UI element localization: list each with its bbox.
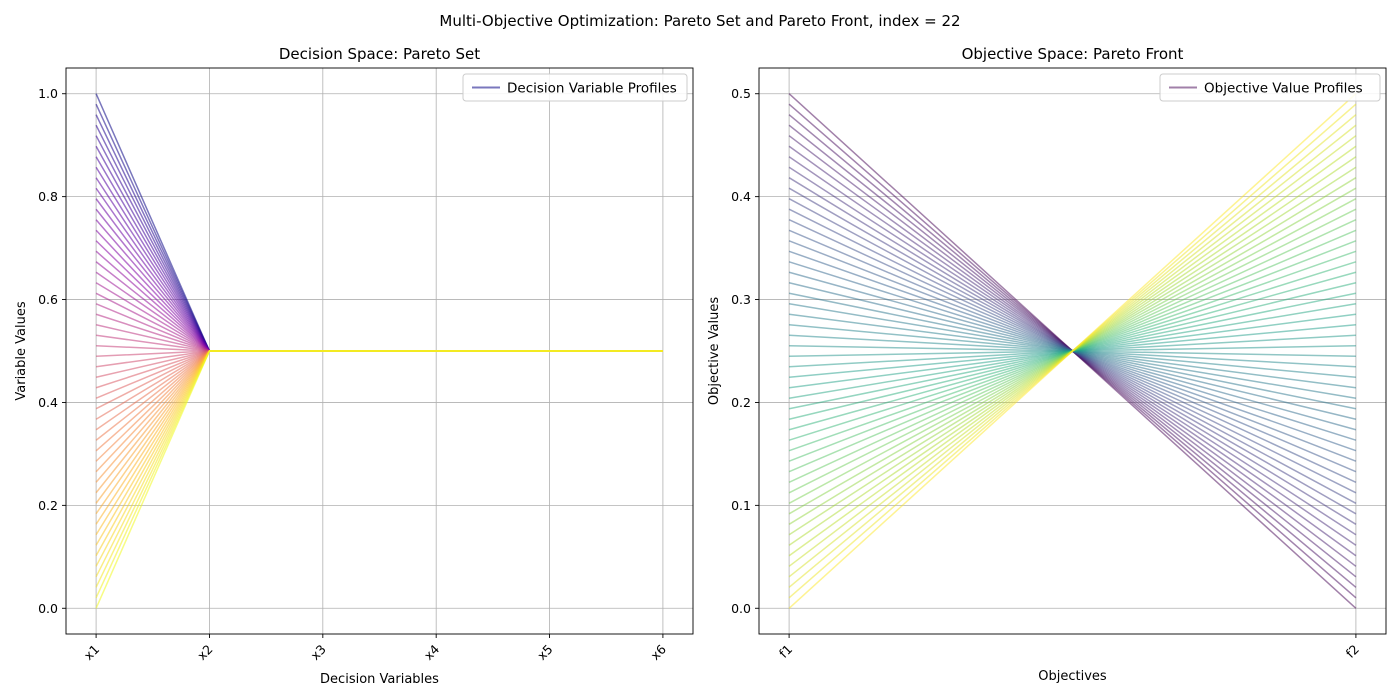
decision-space-panel: 0.0 0.2 0.4 0.6 0.8 1.0 x1 x2 x3 x4 x5 x6 Decision S…	[14, 45, 694, 687]
y-tick-label: 0.2	[38, 498, 58, 513]
profile-line	[95, 350, 663, 609]
axes-frame	[65, 67, 694, 635]
profile-line	[95, 350, 663, 368]
x-axis-label: Objectives	[1038, 669, 1107, 684]
y-tick-label: 0.2	[731, 395, 751, 410]
x-tick-label: x5	[534, 642, 555, 663]
x-tick-label: f1	[776, 642, 795, 661]
x-tick-label: x6	[648, 641, 669, 662]
legend-box	[462, 73, 688, 102]
profile-line	[95, 334, 663, 352]
profile-line	[95, 177, 663, 352]
y-tick-label: 0.3	[731, 292, 751, 307]
x-axis-label: Decision Variables	[320, 672, 439, 687]
legend: Objective Value Profiles	[1159, 73, 1381, 102]
y-axis-label: Variable Values	[14, 301, 29, 400]
profile-lines	[788, 93, 1357, 609]
y-tick-label: 0.5	[731, 86, 751, 101]
x-tick-label: x2	[194, 642, 215, 663]
x-tick-label: f2	[1343, 642, 1362, 661]
y-axis-label: Objective Values	[707, 297, 722, 405]
legend-box	[1159, 73, 1381, 102]
y-tick-label: 0.0	[38, 601, 58, 616]
y-tick-label: 0.4	[731, 189, 751, 204]
axes-title: Objective Space: Pareto Front	[962, 45, 1184, 63]
x-tick-label: x3	[307, 642, 328, 663]
y-tick-label: 1.0	[38, 86, 58, 101]
y-tick-label: 0.0	[731, 601, 751, 616]
objective-space-panel: 0.0 0.1 0.2 0.3 0.4 0.5 f1 f2 Objective Space: P…	[707, 45, 1387, 684]
y-tick-label: 0.4	[38, 395, 58, 410]
profile-lines	[95, 93, 663, 609]
profile-line	[95, 350, 663, 494]
y-tick-label: 0.8	[38, 189, 58, 204]
x-tick-label: x1	[81, 642, 102, 663]
x-tick-label: x4	[421, 641, 442, 662]
legend-label: Objective Value Profiles	[1204, 81, 1363, 97]
y-tick-label: 0.6	[38, 292, 58, 307]
legend-label: Decision Variable Profiles	[507, 81, 677, 97]
axes-title: Decision Space: Pareto Set	[279, 45, 480, 63]
y-tick-label: 0.1	[731, 498, 751, 513]
figure-suptitle: Multi-Objective Optimization: Pareto Set…	[439, 12, 960, 30]
axes-frame	[758, 67, 1387, 635]
profile-line	[788, 93, 1357, 609]
legend: Decision Variable Profiles	[462, 73, 688, 102]
profile-line	[95, 350, 663, 525]
profile-line	[95, 208, 663, 352]
